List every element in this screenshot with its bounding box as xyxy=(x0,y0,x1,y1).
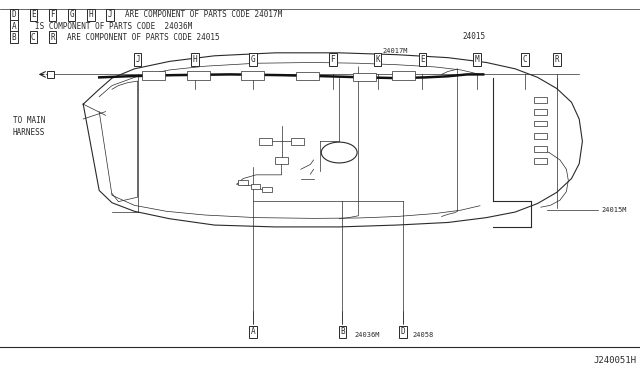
Text: B: B xyxy=(12,33,17,42)
Text: G: G xyxy=(250,55,255,64)
Text: K: K xyxy=(375,55,380,64)
Text: B: B xyxy=(340,327,345,336)
Circle shape xyxy=(321,142,357,163)
FancyBboxPatch shape xyxy=(534,133,547,139)
Text: J: J xyxy=(108,10,113,19)
Text: IS COMPONENT OF PARTS CODE  24036M: IS COMPONENT OF PARTS CODE 24036M xyxy=(35,22,193,31)
Text: M: M xyxy=(474,55,479,64)
Text: G: G xyxy=(69,10,74,19)
Text: ARE COMPONENT OF PARTS CODE 24017M: ARE COMPONENT OF PARTS CODE 24017M xyxy=(125,10,282,19)
Text: 24015M: 24015M xyxy=(602,207,627,213)
FancyBboxPatch shape xyxy=(392,71,415,80)
Text: A: A xyxy=(12,22,17,31)
Text: E: E xyxy=(420,55,425,64)
FancyBboxPatch shape xyxy=(534,146,547,152)
Text: J240051H: J240051H xyxy=(594,356,637,365)
Text: D: D xyxy=(401,327,406,336)
FancyBboxPatch shape xyxy=(47,71,54,78)
Text: R: R xyxy=(554,55,559,64)
Text: H: H xyxy=(193,55,198,64)
Text: H: H xyxy=(88,10,93,19)
Text: 24017M: 24017M xyxy=(383,48,408,54)
Text: D: D xyxy=(12,10,17,19)
Text: TO MAIN
HARNESS: TO MAIN HARNESS xyxy=(13,116,45,137)
FancyBboxPatch shape xyxy=(291,138,304,145)
Text: J: J xyxy=(135,55,140,64)
FancyBboxPatch shape xyxy=(353,73,376,81)
FancyBboxPatch shape xyxy=(142,71,165,80)
FancyBboxPatch shape xyxy=(275,157,288,164)
Text: R: R xyxy=(50,33,55,42)
Text: 24036M: 24036M xyxy=(355,333,380,339)
Text: ARE COMPONENT OF PARTS CODE 24015: ARE COMPONENT OF PARTS CODE 24015 xyxy=(67,33,220,42)
Text: 24058: 24058 xyxy=(413,333,434,339)
Text: F: F xyxy=(50,10,55,19)
Text: E: E xyxy=(31,10,36,19)
Text: C: C xyxy=(31,33,36,42)
FancyBboxPatch shape xyxy=(534,121,547,126)
FancyBboxPatch shape xyxy=(262,187,272,192)
FancyBboxPatch shape xyxy=(238,180,248,185)
FancyBboxPatch shape xyxy=(534,109,547,115)
Text: F: F xyxy=(330,55,335,64)
FancyBboxPatch shape xyxy=(534,158,547,164)
FancyBboxPatch shape xyxy=(296,72,319,80)
Text: C: C xyxy=(522,55,527,64)
FancyBboxPatch shape xyxy=(241,71,264,80)
FancyBboxPatch shape xyxy=(534,97,547,103)
FancyBboxPatch shape xyxy=(251,184,260,189)
Text: 24015: 24015 xyxy=(462,32,485,41)
FancyBboxPatch shape xyxy=(259,138,272,145)
FancyBboxPatch shape xyxy=(187,71,210,80)
Text: A: A xyxy=(250,327,255,336)
